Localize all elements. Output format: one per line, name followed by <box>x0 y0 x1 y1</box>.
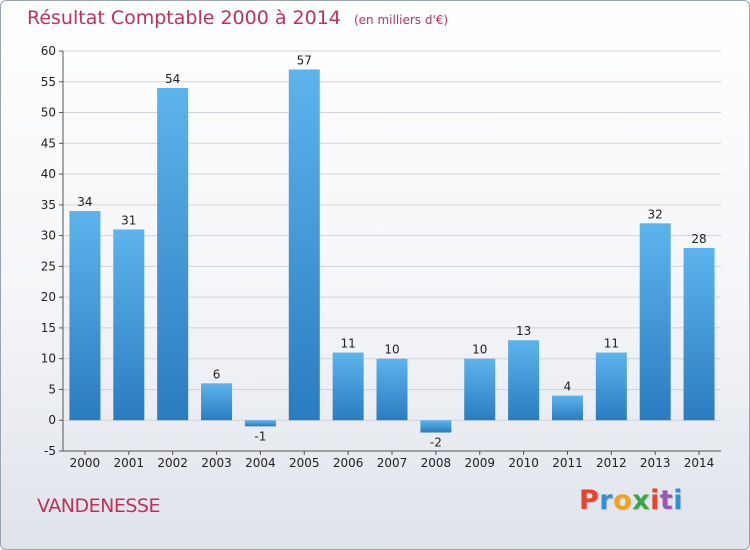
data-label-2006: 11 <box>340 337 355 351</box>
x-tick-label: 2007 <box>377 456 408 470</box>
brand-letter: i <box>650 485 660 516</box>
x-tick-label: 2011 <box>552 456 583 470</box>
x-tick-label: 2003 <box>201 456 232 470</box>
brand-letter: x <box>632 485 651 516</box>
y-tick-label: 35 <box>41 198 56 212</box>
data-label-2012: 11 <box>604 337 619 351</box>
bar-2007 <box>376 358 408 421</box>
bar-2000 <box>69 211 101 421</box>
x-tick-label: 2009 <box>464 456 495 470</box>
y-tick-label: 30 <box>41 229 56 243</box>
x-tick-label: 2002 <box>157 456 188 470</box>
chart-unit: (en milliers d'€) <box>353 13 449 27</box>
x-tick-label: 2004 <box>245 456 276 470</box>
x-tick-label: 2013 <box>640 456 671 470</box>
bar-2003 <box>201 383 233 421</box>
data-label-2008: -2 <box>430 436 442 450</box>
brand-letter: o <box>613 485 633 516</box>
y-tick-label: 10 <box>41 352 56 366</box>
bar-2002 <box>157 87 189 421</box>
data-label-2002: 54 <box>165 72 180 86</box>
x-tick-label: 2001 <box>114 456 145 470</box>
y-tick-label: 15 <box>41 321 56 335</box>
data-label-2010: 13 <box>516 324 531 338</box>
bar-2001 <box>113 229 145 421</box>
x-tick-label: 2014 <box>684 456 715 470</box>
y-tick-label: 50 <box>41 106 56 120</box>
brand-letter: P <box>579 485 600 516</box>
bar-layer <box>69 69 715 433</box>
y-tick-label: 55 <box>41 75 56 89</box>
brand-letter: i <box>673 485 684 516</box>
bar-2004 <box>244 420 276 427</box>
commune-name: VANDENESSE <box>37 495 160 517</box>
bar-2005 <box>288 69 320 421</box>
bar-2012 <box>595 352 627 421</box>
label-layer: 34 31 54 6 -1 57 11 10 -2 10 13 4 11 32 28 <box>77 53 706 449</box>
data-label-2000: 34 <box>77 195 92 209</box>
data-label-2007: 10 <box>384 343 399 357</box>
brand-logo[interactable]: Proxiti <box>579 485 683 516</box>
data-label-2013: 32 <box>648 207 663 221</box>
x-tick-label: 2012 <box>596 456 627 470</box>
brand-letter: t <box>659 485 674 516</box>
chart-title: Résultat Comptable 2000 à 2014 <box>27 7 341 29</box>
bar-2008 <box>420 420 452 433</box>
bar-2010 <box>508 340 540 421</box>
data-label-2011: 4 <box>564 380 572 394</box>
data-label-2014: 28 <box>691 232 706 246</box>
bar-2009 <box>464 358 496 421</box>
y-tick-label: 60 <box>41 44 56 58</box>
bar-2014 <box>683 247 715 421</box>
data-label-2003: 6 <box>213 367 221 381</box>
y-tick-label: 0 <box>48 413 56 427</box>
bar-2006 <box>332 352 364 421</box>
bar-2011 <box>551 395 583 421</box>
y-tick-label: 45 <box>41 136 56 150</box>
x-tick-label: 2000 <box>70 456 101 470</box>
brand-letter: r <box>599 485 614 516</box>
data-label-2009: 10 <box>472 343 487 357</box>
data-label-2005: 57 <box>297 53 312 67</box>
y-tick-label: 5 <box>48 382 56 396</box>
x-tick-label: 2005 <box>289 456 320 470</box>
x-tick-label: 2010 <box>508 456 539 470</box>
y-tick-label: 20 <box>41 290 56 304</box>
x-tick-label: 2006 <box>333 456 364 470</box>
data-label-2001: 31 <box>121 213 136 227</box>
y-tick-label: 25 <box>41 259 56 273</box>
data-label-2004: -1 <box>254 429 266 443</box>
y-tick-label: 40 <box>41 167 56 181</box>
axis-layer: -5 0 5 10 15 20 25 30 35 40 45 50 55 60 2000 2001 2002 20… <box>41 44 721 470</box>
bar-2013 <box>639 223 671 421</box>
x-tick-label: 2008 <box>421 456 452 470</box>
y-tick-label: -5 <box>44 444 56 458</box>
title-line: Résultat Comptable 2000 à 2014 (en milli… <box>27 7 448 29</box>
